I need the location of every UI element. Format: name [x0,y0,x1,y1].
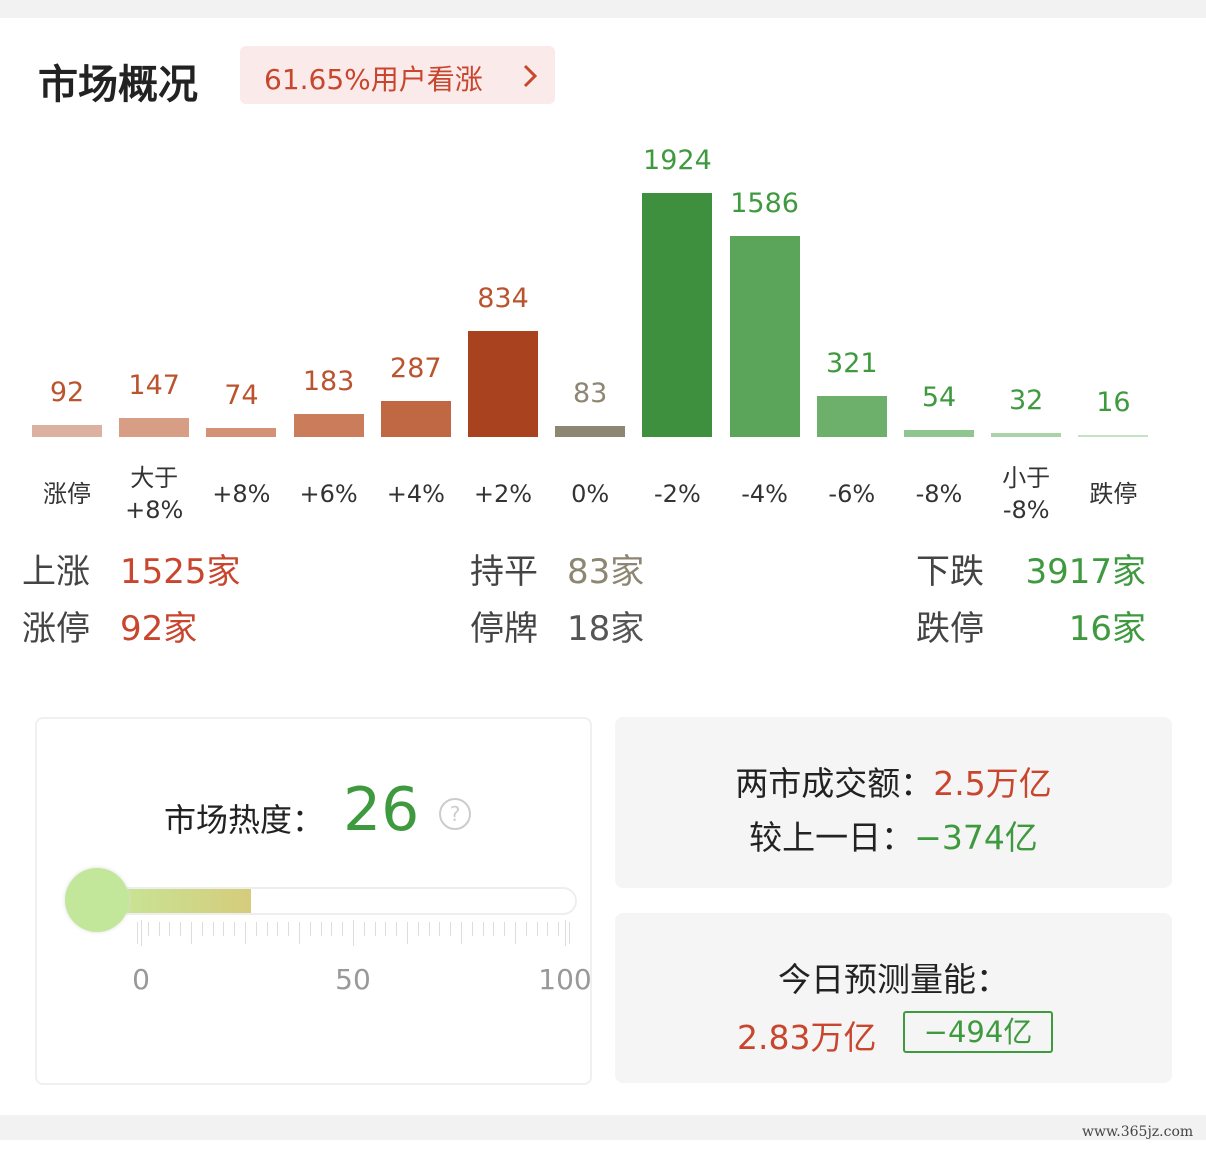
change-value: −374亿 [914,818,1038,857]
change-label: 较上一日： [749,818,915,857]
summary-label: 跌停 [916,609,984,649]
summary-value: 92家 [120,609,198,649]
bar [119,418,190,437]
bar [293,413,364,437]
x-tick-label: -8% [915,480,963,508]
x-tick-label: 跌停 [1089,480,1138,508]
value-label: 74 [224,379,259,411]
value-label: 1586 [730,187,799,219]
summary-label: 涨停 [22,609,90,649]
summary-label: 下跌 [916,552,984,592]
volume-value: 2.5万亿 [933,764,1052,803]
bar [206,427,277,437]
x-tick-label: 大于 +8% [125,464,184,524]
bar [991,432,1062,437]
bar [729,235,800,437]
value-label: 834 [477,283,529,315]
forecast-label: 今日预测量能： [778,960,1009,999]
volume-card: 两市成交额：2.5万亿 较上一日：−374亿 [615,717,1172,888]
forecast-change: −494亿 [903,1011,1053,1053]
heat-card [35,717,592,1085]
summary-label: 上涨 [22,552,90,592]
heat-label: 市场热度： [164,801,325,839]
x-tick-label: -4% [741,480,788,508]
bar-chart: 92 涨停 147 大于 +8% 74 +8% 183 +6% 287 +4% 834 +2% 83 0%… [0,0,1206,540]
value-label: 287 [390,352,442,384]
help-icon[interactable]: ? [439,798,471,830]
summary-label: 持平 [470,552,538,592]
x-tick-label: +6% [299,480,358,508]
volume-label: 两市成交额： [735,764,934,803]
bottom-band [0,1115,1206,1140]
x-tick-label: 涨停 [43,480,91,508]
value-label: 183 [302,365,355,397]
bar [1078,434,1149,437]
bar [32,425,102,437]
summary-value: 3917家 [1025,552,1146,592]
x-tick-label: -6% [828,480,876,508]
chevron [523,64,538,88]
x-tick-label: 小于 -8% [1002,464,1051,524]
value-label: 16 [1096,386,1131,418]
value-label: 147 [128,370,180,402]
top-band [0,0,1206,18]
bar [642,193,713,437]
bar [555,426,626,437]
page-title: 市场概况 [38,62,198,108]
x-tick-label: +8% [212,480,271,508]
summary-value: 83家 [567,552,645,592]
bar [904,430,974,437]
summary: 上涨 1525家 持平 83家 下跌 3917家涨停 92家 停牌 18家 跌停 16家 [0,540,1206,650]
value-label: 54 [921,382,957,414]
bar [468,331,538,437]
badge[interactable]: 61.65%用户看涨 [240,46,555,104]
value-label: 321 [826,348,878,380]
summary-value: 16家 [1068,609,1146,649]
bar [816,396,887,437]
forecast-value: 2.83万亿 [737,1018,877,1057]
summary-value: 18家 [567,609,645,649]
bar [380,400,451,437]
x-tick-label: -2% [654,480,701,508]
badge-text: 61.65%用户看涨 [264,63,483,96]
x-tick-label: +2% [473,480,533,508]
x-tick-label: +4% [386,480,445,508]
watermark: www.365jz.com [1082,1124,1194,1140]
value-label: 1924 [643,145,712,176]
value-label: 32 [1009,384,1044,416]
heat-value: 26 [343,775,420,845]
summary-label: 停牌 [470,609,538,649]
forecast-card: 今日预测量能： 2.83万亿 −494亿 [615,913,1172,1083]
x-tick-label: 0% [571,480,610,508]
summary-value: 1525家 [120,552,241,592]
value-label: 83 [573,378,608,410]
value-label: 92 [49,377,85,409]
